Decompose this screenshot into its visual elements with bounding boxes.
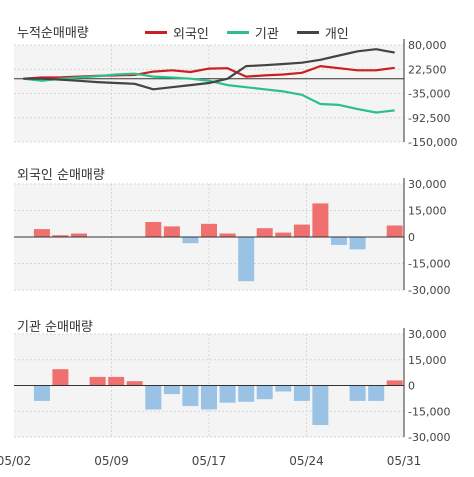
bar [386, 380, 403, 386]
bar [275, 232, 292, 237]
x-tick-label: 05/31 [387, 454, 422, 468]
chart-legend: 외국인 기관 개인 [145, 23, 349, 42]
bar [275, 385, 292, 392]
y-tick-label: 30,000 [408, 328, 447, 341]
legend-label-foreign: 외국인 [173, 27, 209, 42]
y-tick-label: -150,000 [408, 136, 457, 149]
bar [238, 385, 255, 402]
bar [349, 385, 366, 401]
bar [293, 224, 310, 237]
legend-item-foreign: 외국인 [145, 23, 209, 42]
bar [331, 237, 347, 245]
bar [163, 226, 180, 237]
y-tick-label: -15,000 [408, 405, 450, 418]
bar [182, 385, 199, 407]
bar [386, 225, 403, 237]
bar [312, 385, 329, 425]
x-tick-label: 05/09 [94, 454, 129, 468]
legend-swatch-institution [226, 31, 249, 34]
bar [201, 385, 217, 410]
y-tick-label: 15,000 [408, 354, 447, 367]
y-tick-label: -30,000 [408, 431, 450, 444]
bar [33, 229, 50, 237]
institution-chart-title: 기관 순매매량 [17, 320, 93, 335]
y-tick-label: 0 [408, 380, 415, 393]
bar [256, 228, 273, 237]
bar [238, 237, 255, 282]
y-tick-label: -35,000 [408, 88, 450, 101]
bar [368, 385, 385, 401]
x-tick-label: 05/24 [289, 454, 324, 468]
bar [108, 376, 125, 386]
bar [256, 385, 273, 400]
bar [182, 237, 199, 244]
series-line-2 [23, 48, 395, 91]
bar [33, 385, 50, 401]
legend-label-individual: 개인 [324, 27, 349, 42]
y-tick-label: 15,000 [408, 205, 447, 218]
legend-label-institution: 기관 [254, 27, 279, 42]
cumulative-chart-title: 누적순매매량 [17, 26, 89, 41]
x-tick-label: 05/17 [192, 454, 227, 468]
bar [293, 385, 310, 401]
y-tick-label: 22,500 [408, 63, 447, 76]
bar [89, 376, 106, 386]
bar [163, 385, 180, 395]
legend-swatch-foreign [145, 31, 167, 34]
y-tick-label: 0 [408, 231, 415, 244]
bar [312, 203, 329, 237]
y-tick-label: -92,500 [408, 112, 450, 125]
bar [52, 235, 69, 237]
bar [201, 223, 217, 238]
bar [219, 233, 236, 237]
bar [71, 233, 87, 237]
bar [126, 381, 143, 386]
y-tick-label: 30,000 [408, 178, 447, 191]
legend-item-institution: 기관 [226, 23, 279, 42]
bar [52, 369, 69, 386]
legend-swatch-individual [296, 31, 319, 34]
foreign-chart-title: 외국인 순매매량 [17, 168, 105, 183]
series-line-1 [23, 72, 395, 114]
legend-item-individual: 개인 [296, 23, 349, 42]
y-tick-label: -15,000 [408, 258, 450, 271]
y-tick-label: 80,000 [408, 39, 447, 52]
bar [145, 385, 162, 410]
x-tick-label: 05/02 [0, 454, 31, 468]
bar [349, 237, 366, 250]
bar [219, 385, 236, 403]
y-tick-label: -30,000 [408, 284, 450, 297]
bar [145, 222, 162, 237]
